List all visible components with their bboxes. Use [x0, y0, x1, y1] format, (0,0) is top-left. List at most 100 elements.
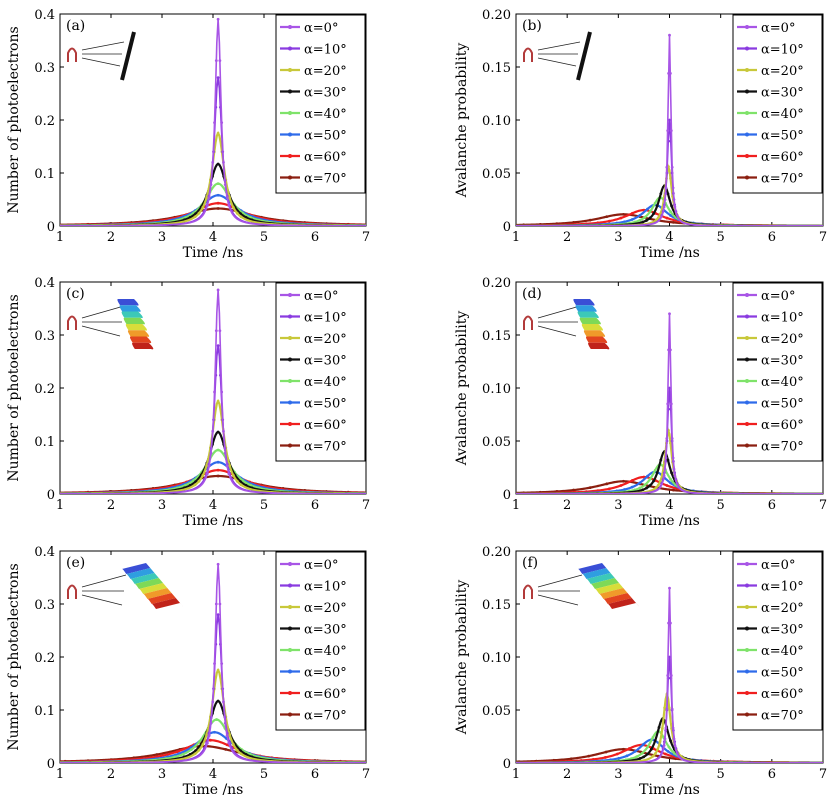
x-tick-label: 2 — [107, 767, 115, 782]
series-point — [220, 121, 224, 125]
series-point — [641, 488, 645, 492]
series-point — [623, 488, 626, 491]
series-point — [235, 748, 239, 752]
legend-marker — [745, 336, 749, 340]
series-point — [668, 586, 671, 590]
series-point — [216, 344, 220, 347]
legend-marker — [288, 669, 292, 674]
series-group — [60, 562, 366, 763]
series-point — [670, 165, 674, 169]
series-point — [218, 329, 222, 333]
x-tick-label: 1 — [56, 498, 64, 513]
series-point — [669, 441, 672, 445]
series-point — [666, 674, 670, 677]
legend-marker — [745, 712, 749, 717]
y-axis-label: Avalanche probability — [454, 43, 470, 199]
legend-entry: α=30° — [761, 623, 804, 638]
series-point — [209, 451, 213, 455]
series-point — [663, 198, 667, 202]
series-point — [654, 218, 658, 222]
series-point — [216, 399, 220, 403]
legend-entry: α=30° — [761, 354, 804, 369]
legend-entry: α=10° — [761, 580, 804, 595]
legend-entry: α=50° — [761, 129, 804, 144]
x-tick-label: 5 — [717, 230, 725, 245]
series-point — [605, 215, 609, 219]
series-point — [656, 747, 660, 751]
series-point — [630, 485, 634, 489]
legend-box — [732, 551, 823, 731]
detector-curved-large-icon — [67, 563, 184, 609]
series-line — [60, 19, 366, 226]
series-point — [216, 193, 220, 197]
legend-marker — [288, 336, 292, 340]
series-point — [239, 215, 243, 219]
series-point — [655, 471, 659, 475]
y-tick-label: 0 — [47, 488, 55, 503]
x-tick-label: 4 — [209, 767, 217, 782]
series-point — [205, 741, 209, 745]
x-tick-label: 3 — [158, 767, 166, 782]
x-axis-label: Time /ns — [183, 245, 244, 261]
series-point — [587, 754, 591, 758]
y-tick-label: 0.1 — [34, 704, 55, 719]
series-point — [656, 483, 660, 487]
series-point — [670, 204, 673, 208]
x-tick-label: 1 — [512, 230, 520, 245]
legend-entry: α=30° — [304, 86, 347, 101]
x-tick-label: 3 — [614, 767, 622, 782]
detector-flat-icon — [523, 31, 592, 81]
series-point — [645, 486, 648, 490]
legend-marker — [288, 111, 292, 115]
series-point — [220, 662, 224, 666]
series-point — [211, 161, 215, 164]
series-point — [652, 212, 656, 216]
series-point — [638, 481, 642, 485]
series-point — [194, 212, 198, 215]
legend-marker — [745, 357, 749, 362]
legend-entry: α=50° — [304, 666, 347, 681]
y-tick-label: 0.20 — [482, 8, 511, 23]
x-tick-label: 7 — [819, 498, 827, 513]
series-point — [623, 220, 626, 224]
x-tick-label: 7 — [362, 767, 370, 782]
series-point — [216, 430, 220, 434]
series-point — [193, 752, 197, 756]
series-point — [648, 210, 652, 214]
x-tick-label: 5 — [260, 498, 268, 513]
series-point — [672, 737, 676, 741]
legend-entry: α=20° — [304, 332, 347, 347]
legend-entry: α=10° — [304, 43, 347, 58]
legend-marker — [288, 132, 292, 137]
x-tick-label: 1 — [56, 230, 64, 245]
series-point — [216, 182, 220, 186]
series-point — [216, 162, 220, 166]
series-point — [668, 71, 672, 75]
x-tick-label: 6 — [311, 230, 319, 245]
series-point — [249, 483, 253, 487]
y-tick-label: 0.10 — [482, 651, 511, 666]
series-point — [607, 219, 611, 223]
legend-marker — [288, 379, 292, 383]
legend-entry: α=60° — [761, 150, 804, 165]
legend-entry: α=60° — [304, 687, 347, 702]
series-point — [216, 460, 220, 464]
series-point — [671, 456, 675, 460]
series-point — [658, 479, 662, 483]
x-tick-label: 4 — [209, 498, 217, 513]
legend-entry: α=0° — [761, 21, 795, 36]
series-point — [193, 483, 197, 487]
legend-marker — [288, 68, 292, 72]
series-point — [227, 741, 231, 745]
series-point — [641, 220, 645, 224]
series-point — [223, 451, 227, 455]
series-point — [631, 211, 634, 215]
legend-marker — [745, 691, 749, 695]
series-point — [211, 700, 215, 704]
series-point — [220, 390, 224, 394]
series-point — [214, 602, 218, 606]
y-tick-label: 0.3 — [34, 61, 55, 76]
legend-marker — [745, 443, 749, 448]
series-point — [239, 752, 243, 756]
y-tick-label: 0.15 — [482, 598, 511, 613]
